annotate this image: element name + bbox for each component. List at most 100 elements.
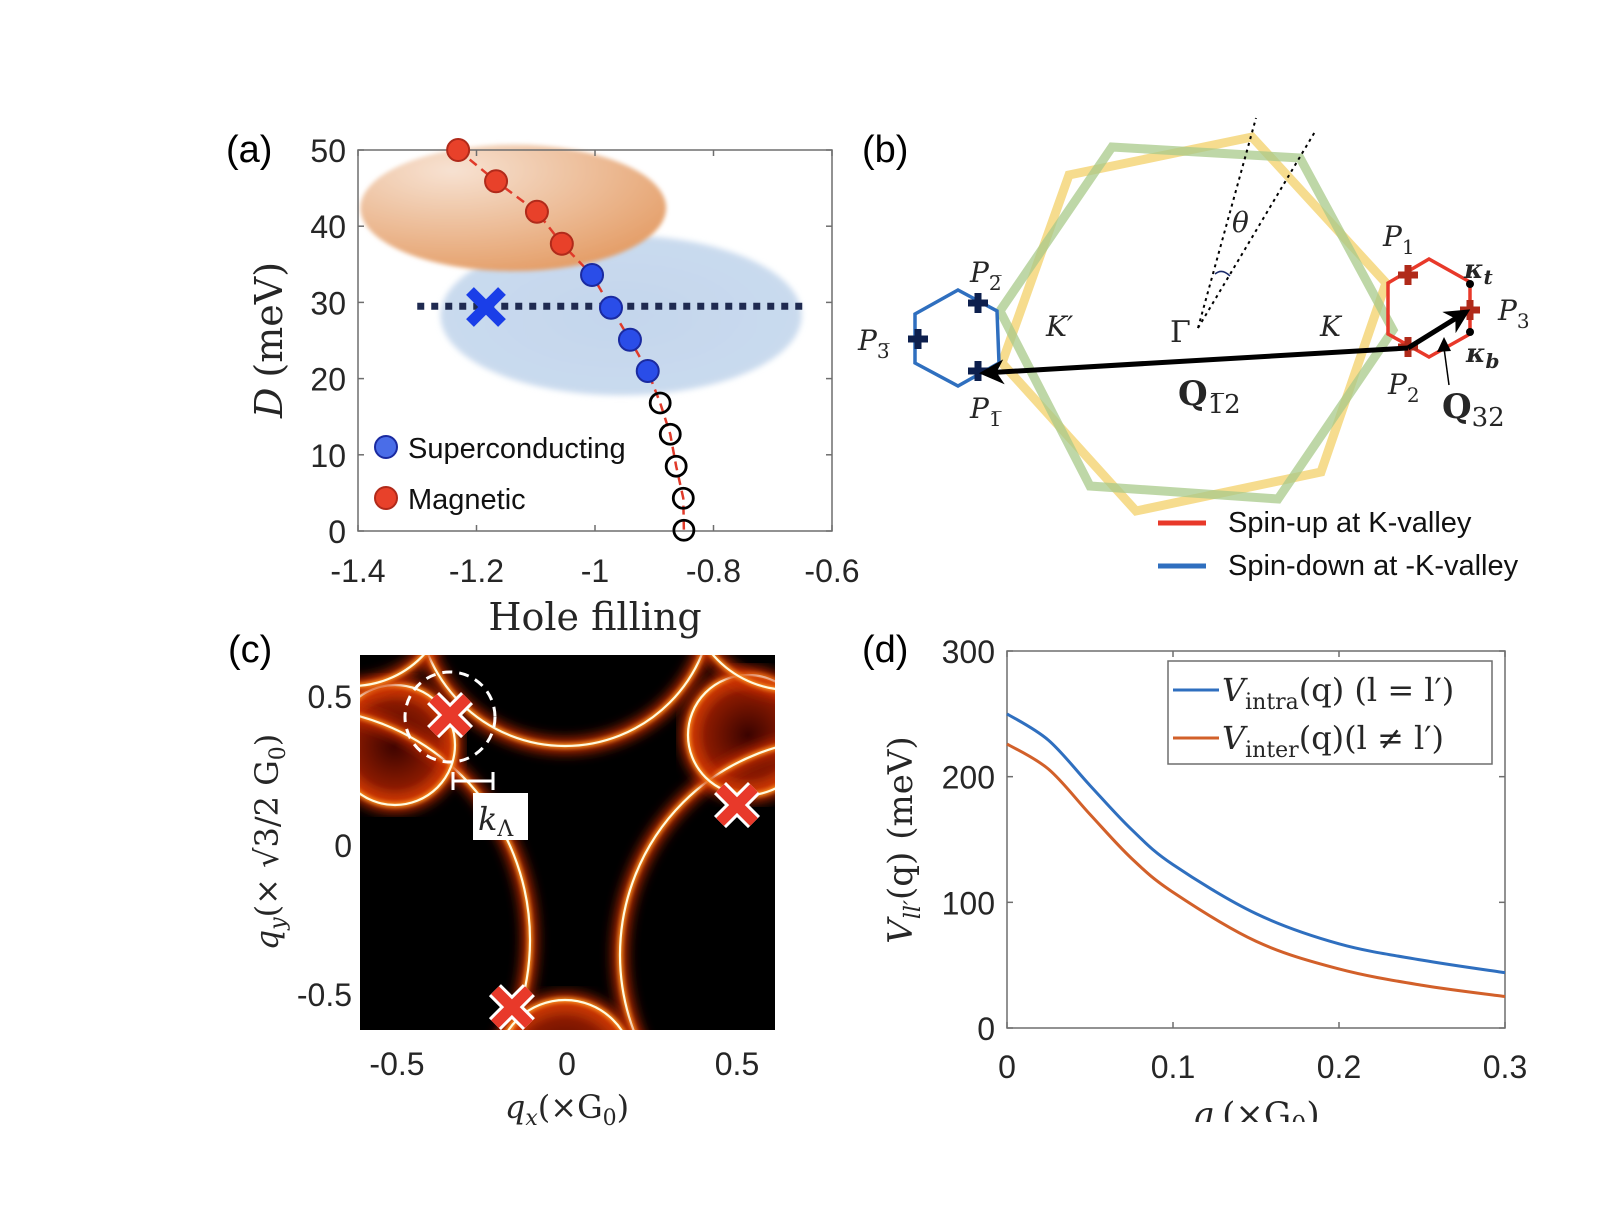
pocket-top-right <box>688 675 775 795</box>
p1bar-sub: 1̅ <box>989 407 1002 431</box>
p2bar-sub: 2̅ <box>989 271 1002 295</box>
x-tick-label: -0.8 <box>686 553 741 589</box>
y-axis-unit: (meV) <box>247 262 291 378</box>
ticks: -1.4 -1.2 -1 -0.8 -0.6 0 10 20 30 40 50 <box>310 133 859 589</box>
series-line-intra <box>1006 712 1506 975</box>
legend-b: Spin-up at K-valley Spin-down at -K-vall… <box>1158 507 1519 582</box>
kappa-t-symbol: κ <box>1463 255 1484 285</box>
y-rest: (× √3/2 G <box>248 760 286 917</box>
p1-sub: 1 <box>1402 235 1415 259</box>
data-point-superconducting <box>635 358 660 383</box>
axes-box <box>1006 650 1506 1029</box>
y-axis-label: Vll′(q) (meV) <box>881 736 926 943</box>
y-tick-label: 0 <box>977 1011 995 1047</box>
p3-symbol: P <box>1497 294 1518 327</box>
y-symbol: V <box>881 916 921 944</box>
y-tick-label: 20 <box>310 362 346 398</box>
p2bar-label: P2̅ <box>969 256 1002 295</box>
p2bar-symbol: P <box>969 256 990 289</box>
data-point-open <box>672 518 696 542</box>
p3bar-label: P3̅ <box>857 324 890 363</box>
inter-rest: (q)(l ≠ l′) <box>1299 719 1444 757</box>
cross-markers <box>427 692 761 1031</box>
panel-label-b: (b) <box>862 129 908 171</box>
y-tick-label: 200 <box>942 760 995 796</box>
panel-c-heatmap: (c) -0.5 0 0.5-0.500.5 kΛ qx(×G0) qy(× √3/… <box>228 629 775 1131</box>
data-point-superconducting <box>617 327 642 352</box>
x-rest: (×G <box>1222 1095 1291 1135</box>
panel-d-line-chart: (d) 0 0.1 0.2 0.3 0 100 200 300 Vintra(q) (l = … <box>862 629 1528 1135</box>
q32-symbol: Q <box>1442 387 1472 427</box>
k-lambda-symbol: k <box>478 800 497 838</box>
cross-p2bar <box>968 293 988 313</box>
p3bar-sub: 3̅ <box>877 339 890 363</box>
p2-label: P2 <box>1387 368 1420 407</box>
panel-a-phase-diagram: (a) -1.4 -1.2 -1 -0.8 -0.6 0 10 20 30 40 50 Superc… <box>226 129 860 639</box>
y-tick-label: 30 <box>310 285 346 321</box>
x-tick-label: 0 <box>558 1046 576 1082</box>
x-tick-label: -1.2 <box>449 553 504 589</box>
kappa-t-sub: t <box>1484 265 1494 289</box>
p1-symbol: P <box>1382 220 1403 253</box>
q32-arrow <box>1406 309 1471 351</box>
fermi-arc-core <box>360 683 457 807</box>
q12-label: Q1̅2 <box>1178 374 1241 420</box>
y-tick-label: 40 <box>310 209 346 245</box>
fermi-arc-core <box>618 746 775 1030</box>
panel-label-a: (a) <box>226 129 272 171</box>
legend-label-intra: Vintra(q) (l = l′) <box>1222 671 1454 715</box>
data-point-open <box>671 486 695 510</box>
theta-label: θ <box>1232 206 1249 239</box>
p1bar-label: P1̅ <box>969 392 1002 431</box>
spin-down-pocket <box>913 288 1001 388</box>
q32-sub: 32 <box>1472 403 1505 433</box>
cross-marker <box>488 984 535 1031</box>
legend: Vintra(q) (l = l′) Vinter(q)(l ≠ l′) <box>1167 660 1493 765</box>
y-close: ) <box>248 734 286 746</box>
y-axis-label: qy(× √3/2 G0) <box>248 734 291 951</box>
fermi-arc-core <box>427 655 703 748</box>
x-close: ) <box>617 1088 629 1126</box>
dashed-circle <box>403 670 497 764</box>
y-tick-label: -0.5 <box>297 977 352 1013</box>
x-tick-label: -1 <box>581 553 609 589</box>
x-tick-label: 0.1 <box>1151 1049 1195 1085</box>
data-point-open <box>658 422 682 446</box>
x-axis-label: qx(×G0) <box>505 1088 629 1131</box>
kappa-b-label: κb <box>1465 339 1499 373</box>
kappa-b-symbol: κ <box>1465 339 1486 369</box>
y-sub: y <box>266 917 291 931</box>
cross-p3bar <box>908 329 928 349</box>
kappa-b-point <box>1466 328 1474 336</box>
panel-b-brillouin-zone-diagram: (b) θ Γ K′ K P2̅ P3̅ P1̅ P1 P2 P3 κt κb … <box>857 117 1530 582</box>
p3-sub: 3 <box>1517 309 1530 333</box>
hexagon-yellow <box>996 132 1392 516</box>
data-point-magnetic <box>484 169 509 194</box>
ticks: -0.5 0 0.5 -0.5 0 0.5 <box>297 679 759 1082</box>
cross-marker-stroke <box>429 694 471 736</box>
k-label: K <box>1319 310 1343 343</box>
y-rest: (q) <box>881 852 921 900</box>
fermi-arc-core <box>360 715 532 1030</box>
x-sub: x <box>525 1106 538 1131</box>
heatmap-image <box>360 655 775 1030</box>
legend-marker-magnetic <box>374 486 398 510</box>
p1bar-symbol: P <box>969 392 990 425</box>
kappa-b-sub: b <box>1486 349 1500 373</box>
y-symbol: q <box>248 930 286 950</box>
data-point-superconducting <box>598 295 623 320</box>
y-tick-label: 300 <box>942 634 995 670</box>
q12-symbol: Q <box>1178 374 1208 414</box>
y-tick-label: 0.5 <box>308 679 352 715</box>
data-point-magnetic <box>446 138 471 162</box>
x-tick-label: -0.6 <box>804 553 859 589</box>
ticks: 0 0.1 0.2 0.3 0 100 200 300 <box>942 634 1528 1085</box>
y-tick-label: 50 <box>310 133 346 169</box>
data-point-superconducting <box>580 262 605 287</box>
y-axis-symbol: D <box>247 388 291 419</box>
fermi-arc-core <box>507 998 623 1030</box>
legend-label-spin-up: Spin-up at K-valley <box>1228 507 1472 539</box>
cross-marker-stroke <box>491 986 533 1028</box>
y-tick-label: 0 <box>328 514 346 550</box>
